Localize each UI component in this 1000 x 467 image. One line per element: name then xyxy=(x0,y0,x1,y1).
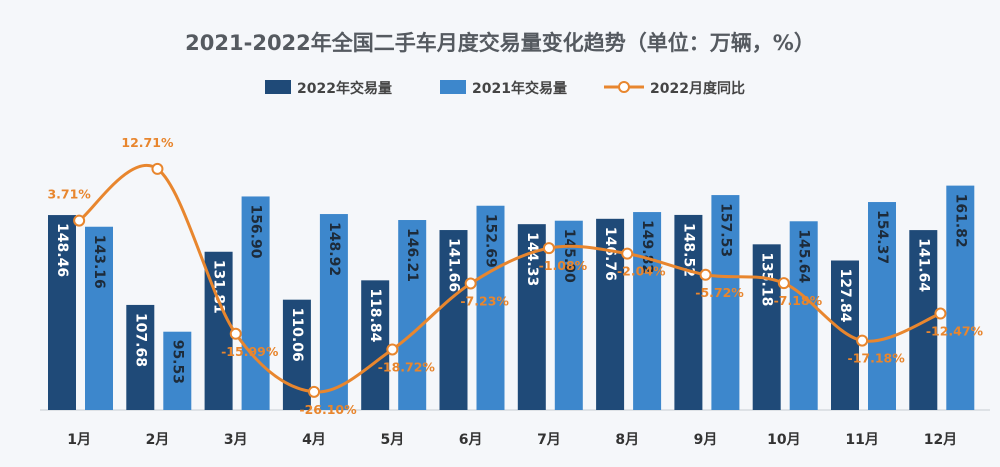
bar-label-2021-5: 146.21 xyxy=(404,228,420,282)
yoy-label-10: -7.18% xyxy=(774,293,823,308)
bar-label-2022-6: 141.66 xyxy=(446,238,462,292)
x-tick-8: 8月 xyxy=(615,432,639,448)
yoy-point-9 xyxy=(699,268,712,281)
bar-label-2021-1: 143.16 xyxy=(91,235,107,289)
bar-2021-10 xyxy=(789,221,818,410)
yoy-point-6 xyxy=(464,277,477,290)
bar-2021-11 xyxy=(868,202,896,410)
x-tick-11: 11月 xyxy=(845,432,878,448)
x-tick-12: 12月 xyxy=(924,432,957,448)
bar-2022-11 xyxy=(831,260,859,410)
yoy-point-4 xyxy=(308,385,321,398)
yoy-point-5 xyxy=(386,343,399,356)
bar-2022-2 xyxy=(126,304,155,410)
bar-2021-5 xyxy=(398,220,427,410)
yoy-label-2: 12.71% xyxy=(121,135,174,150)
bar-2022-6 xyxy=(439,230,468,410)
bar-label-2022-9: 148.52 xyxy=(680,223,696,277)
x-tick-2: 2月 xyxy=(146,432,170,448)
bars-layer: 148.46 143.16 107.68 95.53 131.81 156.90 110.0… xyxy=(48,185,975,410)
legend-label-2022: 2022年交易量 xyxy=(297,80,392,97)
yoy-point-1 xyxy=(73,214,86,227)
chart-title: 2021-2022年全国二手车月度交易量变化趋势（单位：万辆，%） xyxy=(185,31,815,55)
x-tick-1: 1月 xyxy=(67,432,91,448)
bar-label-2021-11: 154.37 xyxy=(874,210,890,264)
bar-2021-9 xyxy=(711,195,740,410)
bar-2021-3 xyxy=(241,196,270,410)
x-tick-7: 7月 xyxy=(537,432,561,448)
yoy-label-4: -26.10% xyxy=(299,402,357,417)
yoy-label-12: -12.47% xyxy=(926,324,984,339)
bar-2021-4 xyxy=(319,214,348,410)
legend-label-yoy: 2022月度同比 xyxy=(650,80,745,97)
bar-label-2021-10: 145.64 xyxy=(796,229,812,283)
yoy-point-7 xyxy=(542,242,555,255)
x-tick-6: 6月 xyxy=(459,432,483,448)
yoy-point-2 xyxy=(151,162,164,175)
legend: 2022年交易量 2021年交易量 2022月度同比 xyxy=(265,80,745,97)
yoy-label-9: -5.72% xyxy=(695,285,744,300)
x-tick-3: 3月 xyxy=(224,432,248,448)
bar-label-2022-3: 131.81 xyxy=(211,260,227,314)
yoy-label-5: -18.72% xyxy=(378,359,436,374)
bar-2021-6 xyxy=(476,205,505,410)
bar-label-2022-2: 107.68 xyxy=(132,313,148,367)
bar-label-2022-5: 118.84 xyxy=(367,288,383,342)
bar-label-2022-7: 144.33 xyxy=(524,232,540,286)
bar-2022-9 xyxy=(674,214,703,410)
bar-label-2021-6: 152.69 xyxy=(483,214,499,268)
bar-label-2021-3: 156.90 xyxy=(248,204,264,258)
bar-label-2022-4: 110.06 xyxy=(289,308,305,362)
bar-2021-8 xyxy=(633,212,662,410)
yoy-point-12 xyxy=(934,307,947,320)
yoy-label-11: -17.18% xyxy=(848,351,906,366)
bar-label-2021-12: 161.82 xyxy=(952,194,968,248)
bar-label-2021-9: 157.53 xyxy=(717,203,733,257)
legend-marker-yoy xyxy=(618,81,630,93)
yoy-line-layer: 3.71% 12.71% -15.99% -26.10% -18.72% -7.23% -1… xyxy=(47,135,983,417)
bar-2021-12 xyxy=(946,185,975,410)
bar-2022-12 xyxy=(909,230,938,410)
yoy-point-10 xyxy=(777,277,790,290)
yoy-label-6: -7.23% xyxy=(460,293,509,308)
yoy-point-11 xyxy=(856,334,869,347)
yoy-point-8 xyxy=(621,247,634,260)
legend-swatch-2021 xyxy=(440,80,466,94)
bar-label-2021-4: 148.92 xyxy=(326,222,342,276)
legend-swatch-2022 xyxy=(265,80,291,94)
bar-label-2021-2: 95.53 xyxy=(169,340,185,384)
bar-label-2022-1: 148.46 xyxy=(54,223,70,277)
x-tick-9: 9月 xyxy=(694,432,718,448)
legend-label-2021: 2021年交易量 xyxy=(472,80,567,97)
yoy-label-3: -15.99% xyxy=(221,344,279,359)
bar-2022-10 xyxy=(752,244,781,410)
bar-2022-5 xyxy=(361,280,390,410)
x-tick-10: 10月 xyxy=(767,432,800,448)
bar-label-2022-12: 141.64 xyxy=(915,238,931,292)
x-tick-layer: 1月 2月 3月 4月 5月 6月 7月 8月 9月 10月 11月 12月 xyxy=(67,432,957,448)
bar-2021-1 xyxy=(85,226,113,410)
yoy-label-1: 3.71% xyxy=(47,187,91,202)
x-tick-5: 5月 xyxy=(380,432,404,448)
yoy-label-7: -1.08% xyxy=(539,258,588,273)
bar-label-2021-7: 145.90 xyxy=(561,229,577,283)
bar-2022-1 xyxy=(48,215,76,410)
yoy-label-8: -2.04% xyxy=(617,264,666,279)
bar-label-2022-11: 127.84 xyxy=(837,269,853,323)
yoy-point-3 xyxy=(229,327,242,340)
x-tick-4: 4月 xyxy=(302,432,326,448)
bar-2021-7 xyxy=(554,220,583,410)
bar-2021-2 xyxy=(163,331,192,410)
bar-label-2022-8: 146.76 xyxy=(602,227,618,281)
